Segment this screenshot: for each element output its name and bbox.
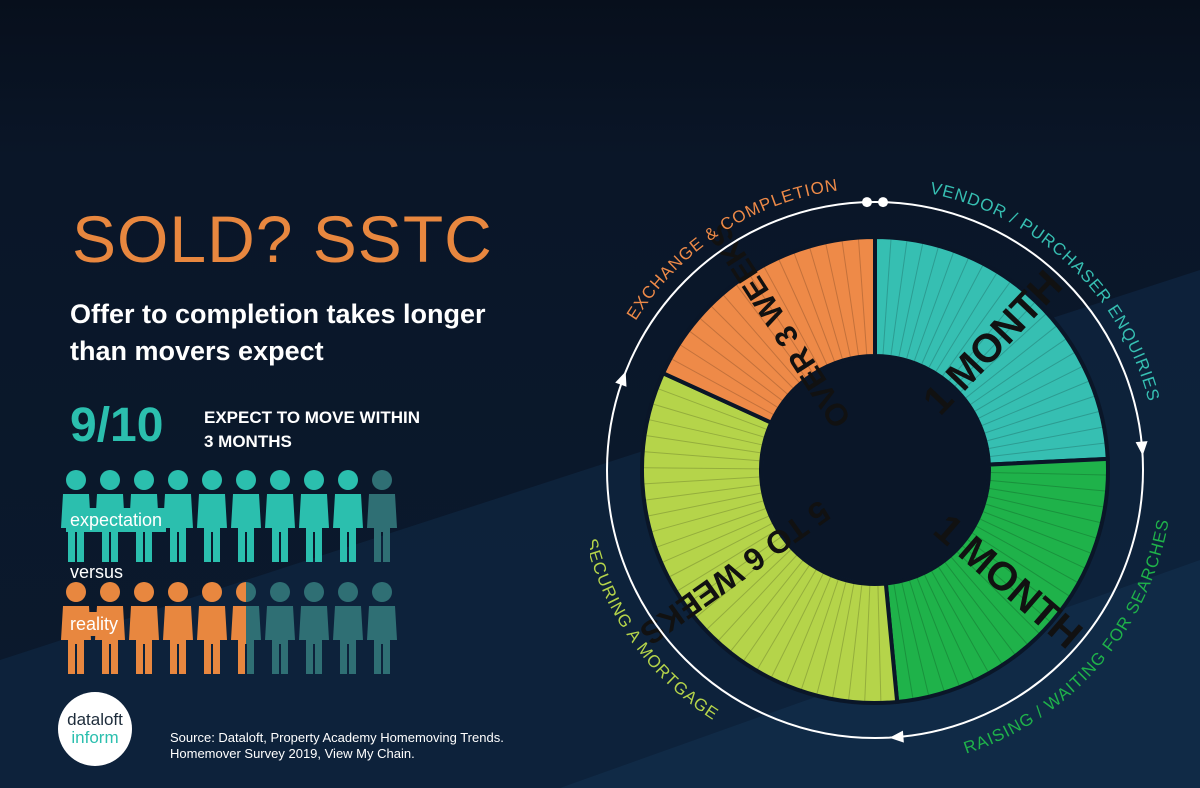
dataloft-logo: dataloft inform — [58, 692, 132, 766]
donut-segment — [660, 234, 877, 426]
page-title: SOLD? SSTC — [72, 202, 493, 276]
person-icon — [265, 470, 295, 562]
cycle-dot-icon — [878, 197, 889, 208]
expectation-label: expectation — [66, 508, 167, 532]
person-icon — [367, 582, 397, 674]
logo-line2: inform — [71, 728, 119, 747]
donut-segments — [640, 234, 1110, 705]
stat-text: EXPECT TO MOVE WITHIN 3 MONTHS — [204, 408, 420, 451]
reality-people-row — [61, 582, 397, 674]
cycle-ring — [606, 201, 1144, 739]
donut-segment — [873, 234, 1110, 467]
cycle-dot-icon — [861, 197, 872, 208]
stat-value: 9/10 — [70, 399, 164, 452]
person-icon — [197, 582, 227, 674]
person-icon — [163, 470, 193, 562]
subtitle: Offer to completion takes longer than mo… — [70, 299, 486, 366]
segment-hatching — [644, 239, 1106, 701]
person-icon — [163, 582, 193, 674]
person-icon — [246, 582, 261, 674]
person-icon — [197, 470, 227, 562]
person-icon — [333, 582, 363, 674]
source-note: Source: Dataloft, Property Academy Homem… — [170, 730, 504, 761]
person-icon — [231, 582, 246, 674]
person-icon — [299, 582, 329, 674]
cycle-arrow-icon — [615, 371, 627, 387]
person-icon — [265, 582, 295, 674]
donut-segment — [883, 456, 1110, 705]
reality-label: reality — [66, 612, 123, 636]
person-icon — [299, 470, 329, 562]
person-icon — [231, 470, 261, 562]
versus-label: versus — [70, 562, 124, 582]
person-icon — [333, 470, 363, 562]
cycle-arrow-icon — [1135, 441, 1148, 456]
donut-segment — [640, 370, 900, 705]
person-icon — [129, 582, 159, 674]
person-icon — [367, 470, 397, 562]
logo-line1: dataloft — [67, 710, 123, 729]
cycle-arrow-icon — [889, 730, 904, 743]
donut-hole — [763, 358, 987, 582]
